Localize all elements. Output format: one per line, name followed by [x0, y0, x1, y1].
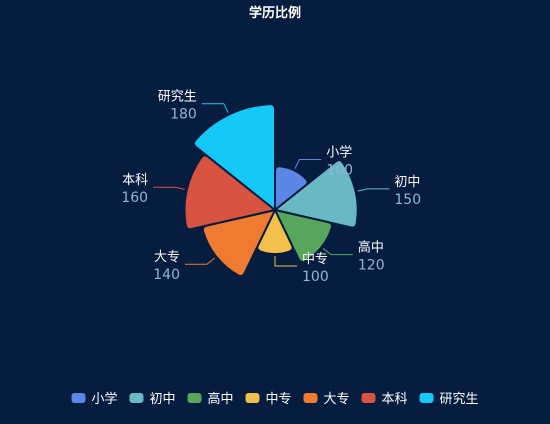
slices-group [183, 103, 359, 278]
legend-swatch-7 [419, 393, 434, 403]
legend-label-5: 大专 [324, 392, 350, 407]
slice-label-name-2: 初中 [394, 175, 420, 190]
leader-line-2 [357, 188, 390, 192]
legend-item-2[interactable]: 初中 [129, 392, 176, 407]
slice-label-name-1: 小学 [326, 145, 352, 161]
leader-line-7 [201, 103, 229, 113]
legend-swatch-3 [187, 393, 202, 403]
legend-label-4: 中专 [266, 392, 292, 407]
legend-item-7[interactable]: 研究生 [419, 392, 479, 407]
labels-group: 小学 100 初中 150 高中 120 中专 100 大专 140 本科 160 研究生 180 [121, 90, 421, 285]
leader-line-3 [322, 247, 353, 256]
slice-label-value-3: 120 [358, 258, 385, 274]
legend-item-1[interactable]: 小学 [71, 391, 118, 407]
legend-swatch-4 [245, 393, 260, 403]
legend-swatch-6 [361, 393, 376, 403]
slice-label-value-7: 180 [170, 107, 197, 123]
pie-slice-7[interactable] [192, 103, 276, 213]
legend: 小学 初中 高中 中专 大专 本科 研究生 [71, 391, 479, 407]
slice-label-name-5: 大专 [154, 250, 180, 265]
leader-line-1 [294, 159, 322, 169]
legend-item-5[interactable]: 大专 [303, 392, 350, 407]
slice-label-name-7: 研究生 [158, 90, 197, 105]
legend-swatch-1 [71, 393, 86, 403]
pie-slice-3[interactable] [273, 208, 333, 264]
leader-line-5 [185, 257, 216, 265]
slice-label-value-5: 140 [153, 267, 180, 283]
legend-label-1: 小学 [92, 391, 118, 407]
slice-label-value-1: 100 [326, 163, 353, 179]
legend-item-4[interactable]: 中专 [245, 392, 292, 407]
slice-label-value-2: 150 [394, 192, 421, 208]
legend-label-2: 初中 [150, 392, 176, 407]
legend-item-3[interactable]: 高中 [187, 391, 234, 407]
slice-label-name-3: 高中 [358, 240, 384, 256]
chart-title: 学历比例 [249, 5, 301, 21]
legend-label-7: 研究生 [440, 392, 479, 407]
slice-label-value-6: 160 [121, 190, 148, 206]
slice-label-value-4: 100 [302, 269, 329, 285]
legend-item-6[interactable]: 本科 [361, 392, 408, 407]
legend-swatch-5 [303, 393, 318, 403]
slice-label-name-4: 中专 [302, 252, 328, 267]
legend-label-3: 高中 [208, 391, 234, 407]
legend-swatch-2 [129, 393, 144, 403]
legend-label-6: 本科 [382, 392, 408, 407]
leader-line-4 [274, 256, 297, 267]
leader-line-6 [153, 186, 185, 190]
slice-label-name-6: 本科 [122, 173, 148, 188]
pie-slice-2[interactable] [272, 159, 359, 229]
